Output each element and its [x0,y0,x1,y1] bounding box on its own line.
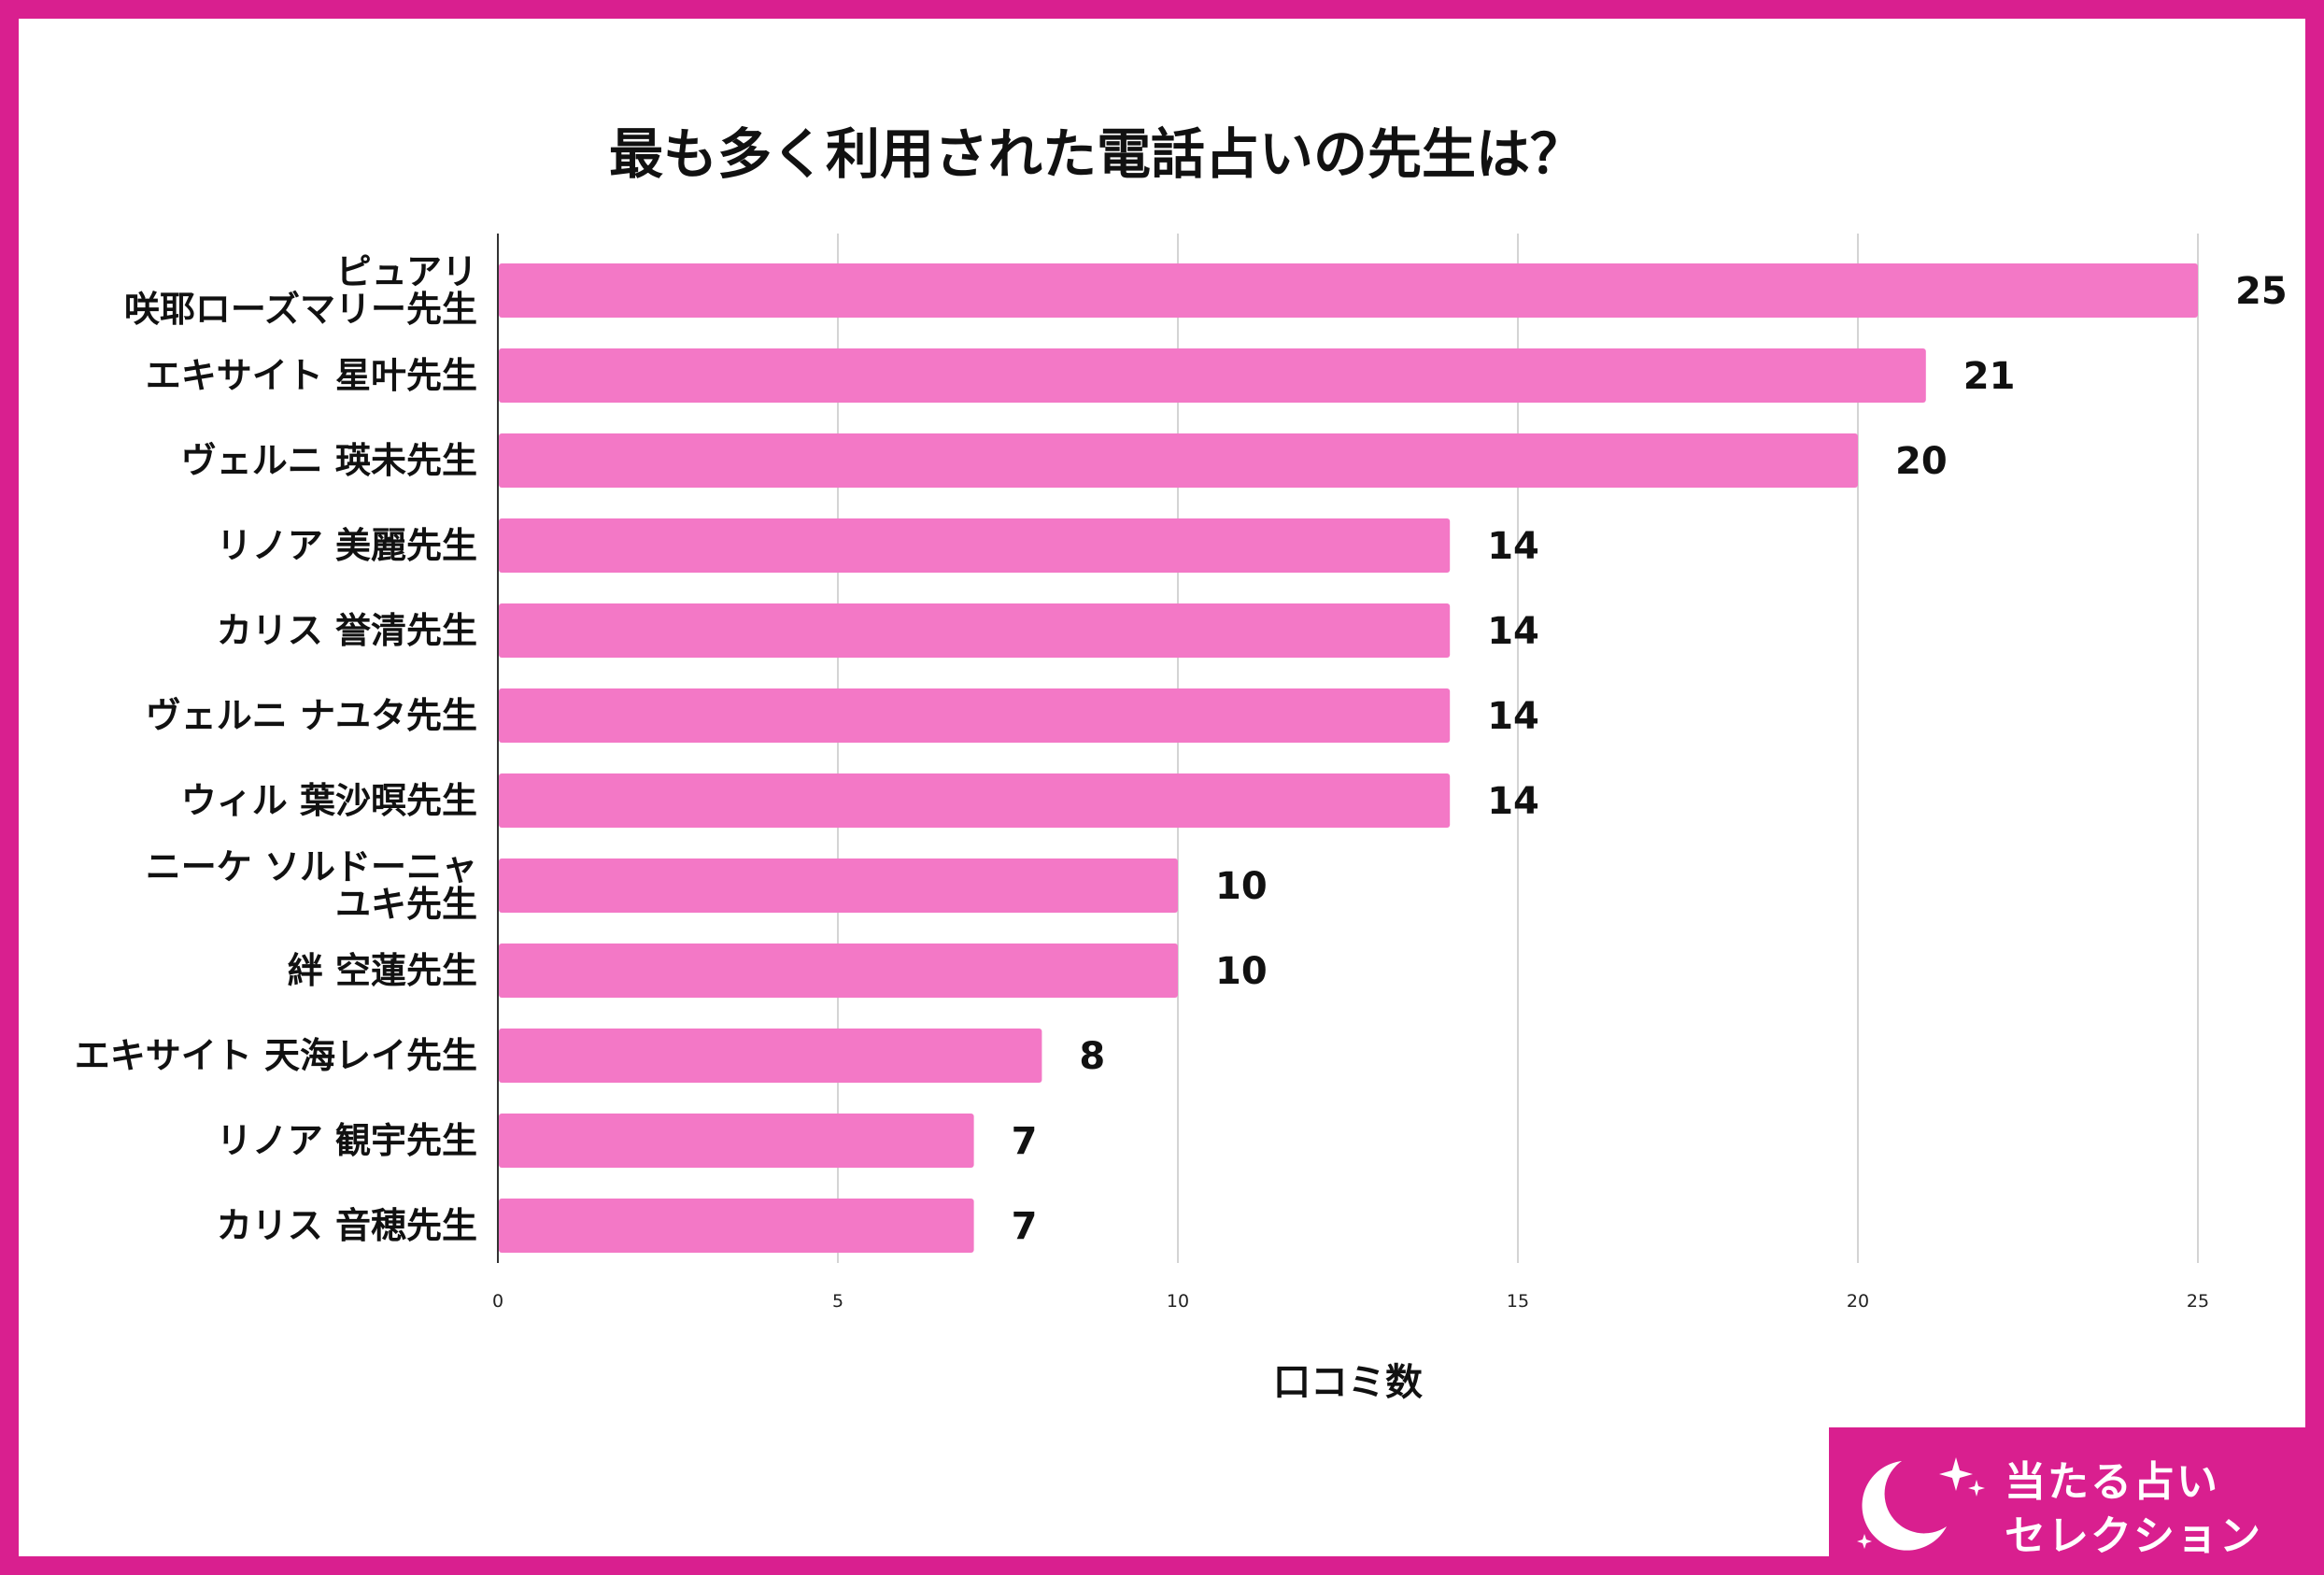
value-label: 20 [1895,440,1948,483]
category-label: ユキ先生 [335,884,477,925]
category-label: カリス 音穂先生 [217,1205,477,1246]
value-label: 10 [1215,950,1268,993]
x-tick-label: 0 [492,1291,503,1312]
value-label: 14 [1487,610,1539,653]
category-label: カリス 誉清先生 [217,610,477,651]
bar [499,1029,1042,1083]
bar [499,348,1926,403]
category-label: ウィル 葉沙暝先生 [181,780,477,821]
x-tick-label: 25 [2187,1291,2209,1312]
bar [499,858,1178,913]
chart-title: 最も多く利用された電話占いの先生は？ [609,122,1584,186]
category-label: ヴェルニ ナユタ先生 [146,695,477,736]
category-label: 絆 空蓮先生 [288,950,477,991]
category-label: ピュアリ [336,251,477,292]
bar [499,603,1451,658]
bar [499,1199,974,1253]
category-label: エキサイト 星叶先生 [146,355,477,396]
bar [499,433,1858,488]
value-label: 25 [2235,270,2288,313]
category-label: ニーケ ソルドーニャ [146,846,477,887]
value-label: 14 [1487,695,1539,738]
bar [499,944,1178,998]
bar [499,263,2198,318]
category-label: 咲耶ローズマリー先生 [124,289,477,330]
bar [499,688,1451,743]
bar [499,1114,974,1168]
x-tick-label: 20 [1847,1291,1869,1312]
value-label: 14 [1487,525,1539,568]
brand-badge: 当たる占い セレクション [1829,1427,2305,1560]
value-label: 14 [1487,780,1539,823]
category-label: リノア 観宇先生 [217,1120,477,1161]
category-label: エキサイト 天海レイ先生 [75,1035,477,1076]
x-tick-label: 10 [1167,1291,1189,1312]
x-axis-title: 口コミ数 [1273,1361,1423,1404]
category-label: リノア 美麗先生 [217,525,477,566]
badge-title-line1: 当たる占い [2005,1458,2219,1506]
category-label: ヴェルニ 瑛未先生 [181,440,477,481]
value-label: 21 [1963,355,2016,398]
bar [499,773,1451,828]
badge-title-line2: セレクション [2005,1512,2262,1560]
x-axis-ticks: 0 5 10 15 20 25 [492,1291,2209,1312]
bar [499,518,1451,573]
value-label: 7 [1012,1120,1038,1163]
x-tick-label: 15 [1507,1291,1529,1312]
bars [499,263,2198,1253]
value-label: 7 [1012,1205,1038,1248]
gridlines [837,234,2199,1263]
value-label: 10 [1215,865,1268,908]
value-label: 8 [1079,1035,1105,1078]
crescent-moon-icon [1857,1457,1985,1551]
x-tick-label: 5 [832,1291,843,1312]
